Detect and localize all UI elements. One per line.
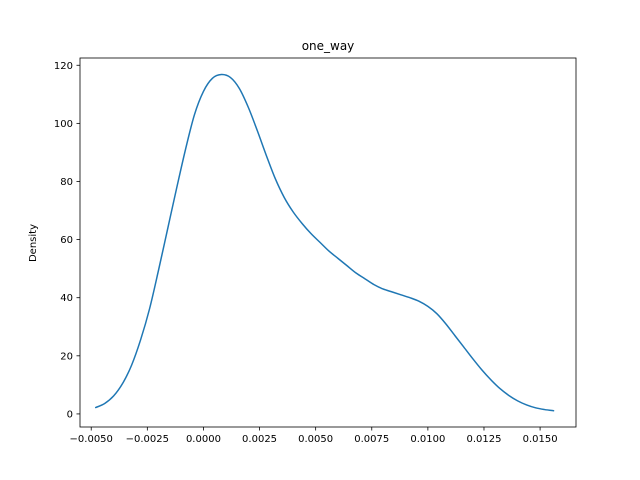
y-tick-label: 40: [60, 293, 73, 304]
x-tick-label: −0.0025: [126, 434, 169, 445]
y-tick-label: 60: [60, 235, 73, 246]
x-tick-label: 0.0150: [523, 434, 558, 445]
x-tick-label: 0.0050: [298, 434, 333, 445]
x-axis-ticks: −0.0050 −0.0025 0.0000 0.0025 0.0050 0.0075 0.…: [70, 427, 558, 445]
y-tick-label: 80: [60, 177, 73, 188]
y-tick-label: 20: [60, 351, 73, 362]
y-tick-label: 100: [54, 119, 73, 130]
y-axis-ticks: 0 20 40 60 80 100 120: [54, 61, 80, 420]
y-tick-label: 0: [67, 409, 73, 420]
x-tick-label: 0.0125: [466, 434, 501, 445]
x-tick-label: −0.0050: [70, 434, 113, 445]
plot-frame: [79, 57, 577, 428]
x-tick-label: 0.0075: [354, 434, 389, 445]
y-tick-label: 120: [54, 61, 73, 72]
x-tick-label: 0.0025: [242, 434, 277, 445]
x-tick-label: 0.0100: [410, 434, 445, 445]
y-axis-label: Density: [28, 224, 39, 262]
x-tick-label: 0.0000: [186, 434, 221, 445]
series-layer: [94, 73, 555, 412]
chart-title: one_way: [302, 39, 355, 53]
density-line: [94, 73, 555, 412]
